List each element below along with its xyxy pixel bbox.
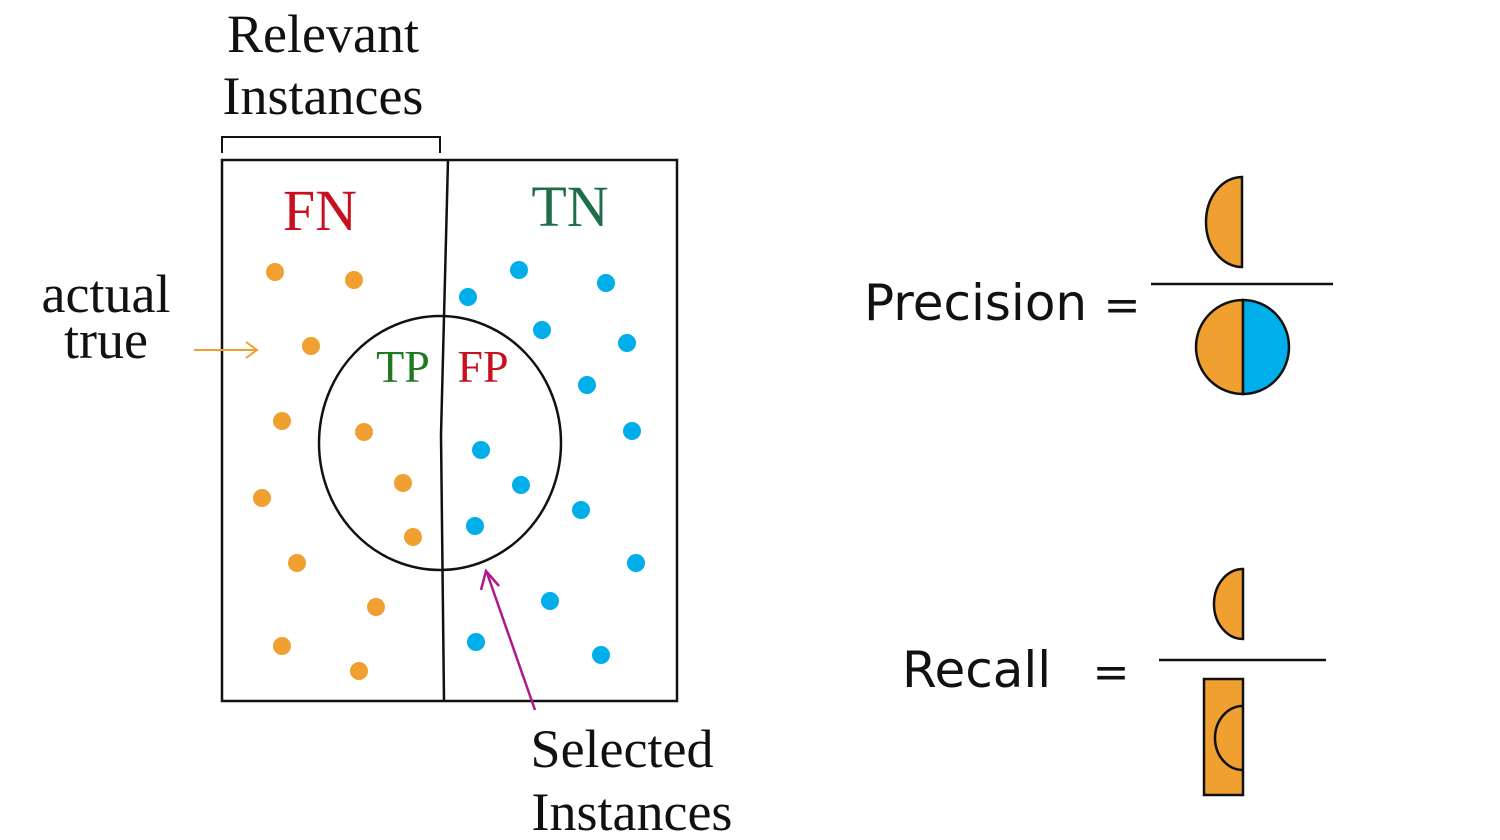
positive-dot bbox=[288, 554, 306, 572]
fn-label: FN bbox=[283, 178, 357, 243]
tp-label: TP bbox=[376, 341, 430, 392]
relevant-instances-label-line2: Instances bbox=[223, 66, 424, 126]
negative-dot bbox=[578, 376, 596, 394]
instances-box bbox=[220, 158, 679, 703]
negative-dot bbox=[627, 554, 645, 572]
positive-dot bbox=[367, 598, 385, 616]
positive-dot bbox=[273, 412, 291, 430]
fp-label: FP bbox=[457, 341, 508, 392]
positive-dot bbox=[253, 489, 271, 507]
tn-label: TN bbox=[531, 174, 608, 239]
actual-true-label-line2: true bbox=[64, 310, 148, 370]
precision-denominator-fp-half bbox=[1241, 298, 1291, 396]
negative-dot bbox=[541, 592, 559, 610]
precision-label: Precision bbox=[864, 274, 1087, 332]
selected-instances-label-line2: Instances bbox=[532, 782, 733, 840]
negative-dot bbox=[512, 476, 530, 494]
positive-dot bbox=[350, 662, 368, 680]
recall-denominator-relevant-box bbox=[1202, 677, 1245, 797]
positive-dot bbox=[404, 528, 422, 546]
relevant-instances-label-line1: Relevant bbox=[227, 4, 419, 64]
relevant-instances-bracket bbox=[221, 136, 441, 153]
negative-dot bbox=[572, 501, 590, 519]
positive-dot bbox=[355, 423, 373, 441]
relevance-divider bbox=[439, 159, 450, 702]
negative-dot bbox=[510, 261, 528, 279]
positive-dot bbox=[345, 271, 363, 289]
negative-dots bbox=[459, 261, 645, 664]
negative-dot bbox=[597, 274, 615, 292]
precision-denominator-tp-half bbox=[1194, 298, 1245, 396]
positive-dot bbox=[273, 637, 291, 655]
precision-equals: = bbox=[1104, 280, 1141, 331]
negative-dot bbox=[466, 517, 484, 535]
negative-dot bbox=[459, 288, 477, 306]
negative-dot bbox=[592, 646, 610, 664]
positive-dot bbox=[266, 263, 284, 281]
selected-instances-label-line1: Selected bbox=[531, 719, 714, 779]
recall-equals: = bbox=[1093, 647, 1130, 698]
positive-dots bbox=[253, 263, 422, 680]
negative-dot bbox=[472, 441, 490, 459]
up-left-arrow-icon bbox=[479, 568, 537, 711]
selected-circle bbox=[317, 314, 563, 572]
right-arrow-icon bbox=[194, 341, 259, 359]
negative-dot bbox=[618, 334, 636, 352]
recall-denominator-tp-half bbox=[1213, 704, 1244, 772]
positive-dot bbox=[302, 337, 320, 355]
negative-dot bbox=[533, 321, 551, 339]
recall-label: Recall bbox=[902, 641, 1051, 699]
recall-numerator-tp-half bbox=[1212, 567, 1245, 641]
actual-true-label-line1: actual bbox=[42, 264, 171, 324]
positive-dot bbox=[394, 474, 412, 492]
negative-dot bbox=[623, 422, 641, 440]
precision-numerator-tp-half bbox=[1204, 175, 1244, 269]
negative-dot bbox=[467, 633, 485, 651]
